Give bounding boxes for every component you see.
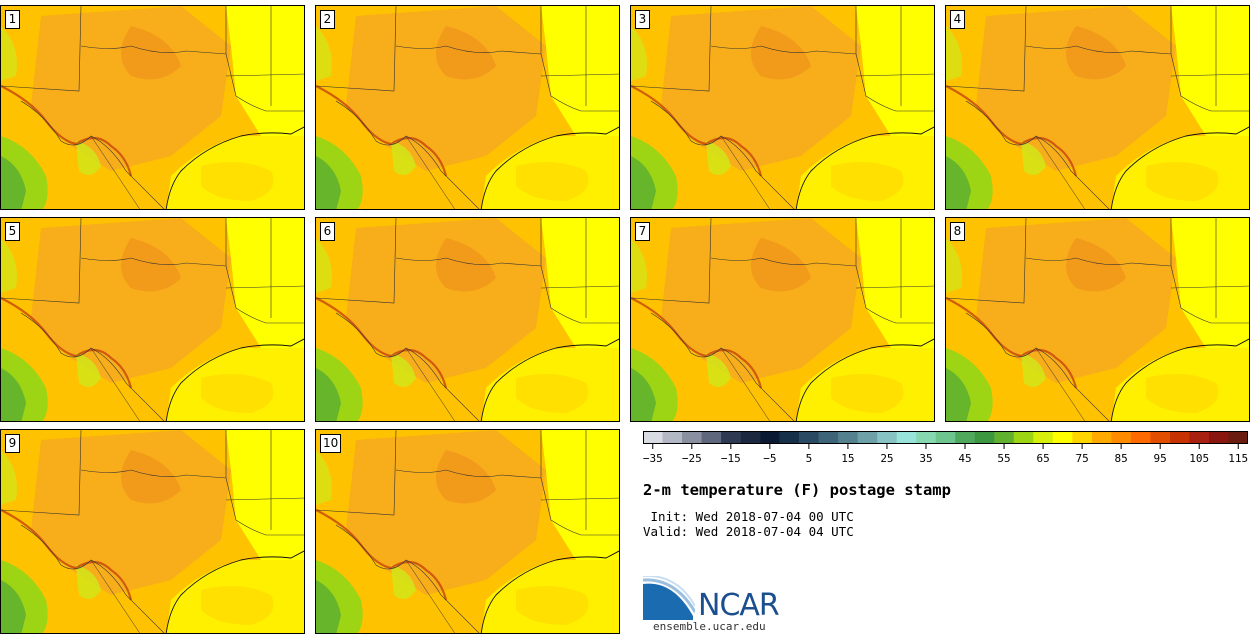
colorbar-swatch xyxy=(838,431,858,444)
colorbar-swatch xyxy=(1052,431,1073,444)
colorbar-swatch xyxy=(662,431,683,444)
member-label: 3 xyxy=(635,10,650,29)
member-panel: 7 xyxy=(630,217,935,422)
member-label: 9 xyxy=(5,434,20,453)
colorbar-swatch xyxy=(994,431,1015,444)
ncar-logo-icon xyxy=(643,576,695,620)
colorbar-swatch xyxy=(643,431,663,444)
member-panel: 3 xyxy=(630,5,935,210)
colorbar-swatch xyxy=(857,431,878,444)
member-panel: 5 xyxy=(0,217,305,422)
colorbar-swatch xyxy=(682,431,702,444)
colorbar-frame xyxy=(643,431,1248,444)
colorbar-swatch xyxy=(955,431,976,444)
member-label: 10 xyxy=(320,434,342,453)
colorbar-swatch xyxy=(818,431,839,444)
colorbar-swatch xyxy=(1228,431,1248,444)
member-panel: 2 xyxy=(315,5,620,210)
colorbar-swatch xyxy=(896,431,917,444)
colorbar-tick-label: −25 xyxy=(682,452,702,465)
member-panel: 6 xyxy=(315,217,620,422)
colorbar-tick-label: 55 xyxy=(997,452,1010,465)
colorbar-tick-label: 35 xyxy=(919,452,932,465)
colorbar-swatch xyxy=(1169,431,1190,444)
colorbar-swatch xyxy=(1111,431,1132,444)
colorbar-swatch xyxy=(1189,431,1210,444)
colorbar-swatch xyxy=(760,431,780,444)
logo-name: NCAR xyxy=(698,588,780,623)
member-panel: 9 xyxy=(0,429,305,634)
member-label: 4 xyxy=(950,10,965,29)
colorbar-tick-label: 65 xyxy=(1036,452,1049,465)
colorbar-swatch xyxy=(877,431,898,444)
colorbar-swatch xyxy=(1208,431,1229,444)
colorbar-tick-label: −5 xyxy=(763,452,776,465)
temperature-map xyxy=(946,6,1249,209)
colorbar-swatch xyxy=(1130,431,1151,444)
colorbar-swatch xyxy=(935,431,956,444)
temperature-map xyxy=(316,218,619,421)
colorbar-tick-label: 85 xyxy=(1115,452,1128,465)
colorbar-swatch xyxy=(779,431,800,444)
temperature-map xyxy=(631,218,934,421)
colorbar-tick-label: 15 xyxy=(841,452,854,465)
member-panel: 8 xyxy=(945,217,1250,422)
colorbar-tick-label: 75 xyxy=(1075,452,1088,465)
temperature-map xyxy=(1,430,304,633)
logo-url: ensemble.ucar.edu xyxy=(653,620,766,633)
temperature-map xyxy=(316,430,619,633)
member-label: 6 xyxy=(320,222,335,241)
colorbar-swatch xyxy=(1033,431,1054,444)
temperature-map xyxy=(1,6,304,209)
colorbar-swatch xyxy=(799,431,819,444)
member-label: 5 xyxy=(5,222,20,241)
temperature-map xyxy=(1,218,304,421)
colorbar-tick-label: 25 xyxy=(880,452,893,465)
colorbar-tick-label: 45 xyxy=(958,452,971,465)
colorbar-swatch xyxy=(721,431,741,444)
temperature-map xyxy=(631,6,934,209)
colorbar-swatch xyxy=(701,431,722,444)
member-panel: 10 xyxy=(315,429,620,634)
colorbar-swatch xyxy=(916,431,937,444)
colorbar-swatch xyxy=(1091,431,1112,444)
colorbar-swatch xyxy=(740,431,761,444)
member-label: 1 xyxy=(5,10,20,29)
colorbar-tick-label: 5 xyxy=(806,452,813,465)
init-time: Init: Wed 2018-07-04 00 UTC xyxy=(643,509,854,524)
colorbar-swatch xyxy=(1013,431,1034,444)
temperature-map xyxy=(316,6,619,209)
colorbar-swatch xyxy=(1072,431,1093,444)
temperature-map xyxy=(946,218,1249,421)
member-label: 7 xyxy=(635,222,650,241)
valid-time: Valid: Wed 2018-07-04 04 UTC xyxy=(643,524,854,539)
colorbar-tick-label: 105 xyxy=(1189,452,1209,465)
member-label: 8 xyxy=(950,222,965,241)
colorbar-tick-label: 115 xyxy=(1228,452,1248,465)
colorbar-tick-label: −15 xyxy=(721,452,741,465)
colorbar-tick-label: 95 xyxy=(1154,452,1167,465)
colorbar-swatch xyxy=(974,431,995,444)
colorbar: −35 −25 −15 −5 5 15 25 35 45 55 65 75 85 95 105 115 xyxy=(643,431,1248,465)
member-panel: 4 xyxy=(945,5,1250,210)
colorbar-tick-label: −35 xyxy=(643,452,663,465)
colorbar-swatch xyxy=(1150,431,1171,444)
member-label: 2 xyxy=(320,10,335,29)
plot-title: 2-m temperature (F) postage stamp xyxy=(643,481,951,499)
member-panel: 1 xyxy=(0,5,305,210)
